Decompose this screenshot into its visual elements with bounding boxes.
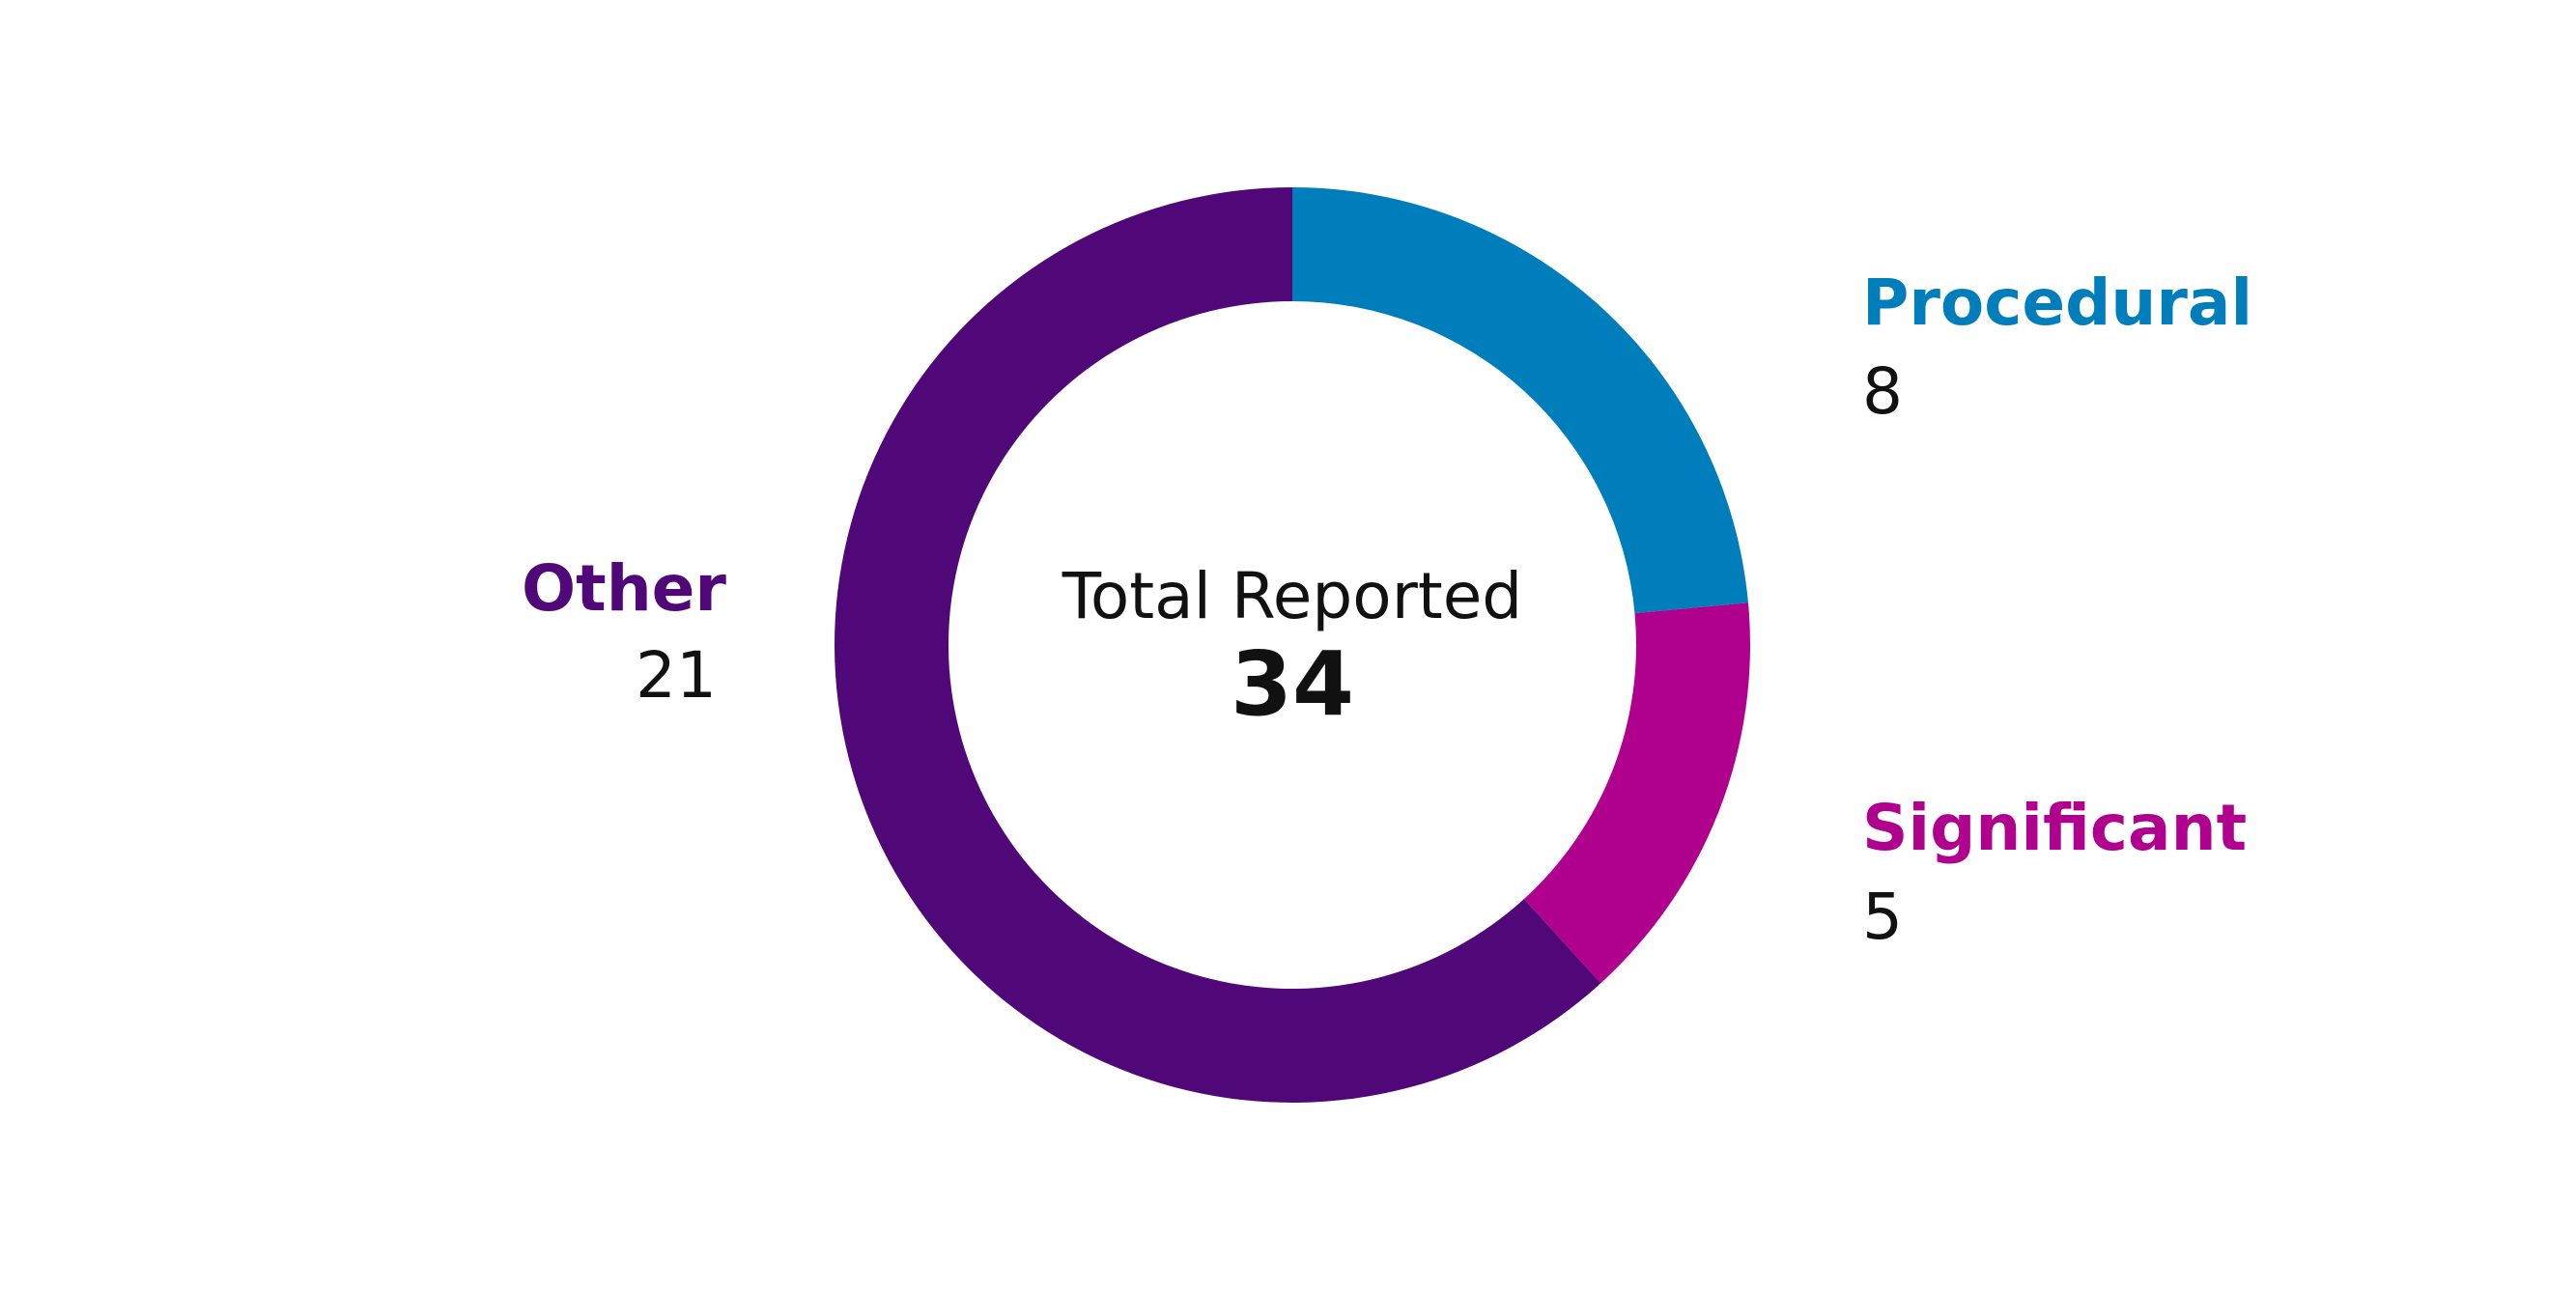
slice-value-procedural: 8 (1862, 354, 1903, 429)
slice-value-significant: 5 (1862, 880, 1903, 954)
center-title: Total Reported (1062, 559, 1522, 633)
center-total: 34 (1231, 632, 1354, 736)
slice-label-significant: Significant (1862, 791, 2247, 865)
donut-slices (835, 187, 1751, 1103)
slice-label-other: Other (522, 551, 726, 626)
slice-other (835, 187, 1601, 1103)
slice-value-other: 21 (636, 638, 717, 713)
slice-label-procedural: Procedural (1862, 266, 2252, 340)
slice-procedural (1292, 187, 1748, 614)
slice-significant (1523, 602, 1751, 984)
